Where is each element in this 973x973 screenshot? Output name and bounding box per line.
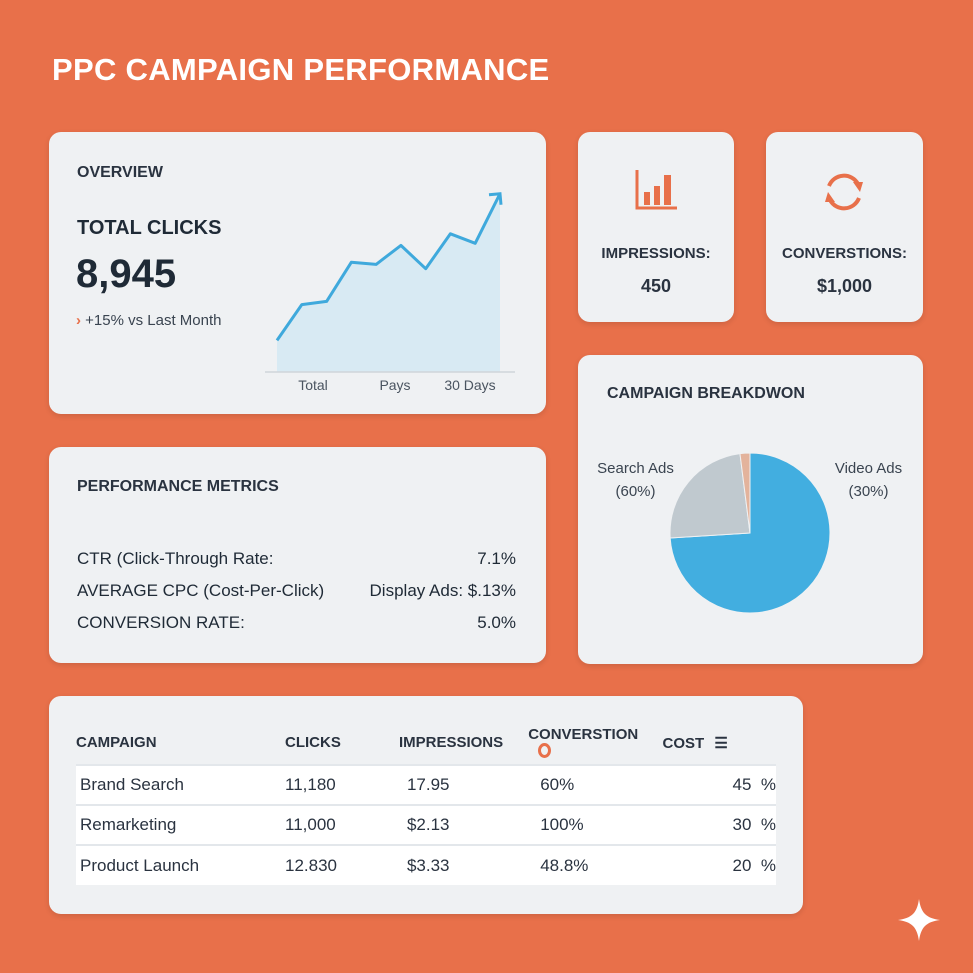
col-header-cost[interactable]: COST [662, 734, 705, 752]
pie-label-video: Video Ads [834, 460, 903, 477]
refresh-icon [825, 173, 863, 211]
clicks-line-chart: Total Pays 30 Days [265, 192, 515, 393]
metric-label: CTR (Click-Through Rate: [77, 549, 274, 568]
table-cell: 12.830 [285, 844, 399, 885]
table-cell: 20 % [662, 844, 776, 885]
table-cell: Product Launch [76, 844, 285, 885]
performance-heading: PERFORMANCE METRICS [77, 478, 279, 495]
impressions-value: 450 [640, 276, 672, 296]
area-fill [277, 193, 500, 372]
table-cell: 48.8% [528, 844, 663, 885]
metric-value: Display Ads: $.13% [369, 581, 516, 600]
conversions-value: $1,000 [816, 276, 873, 296]
col-header-clicks[interactable]: CLICKS [285, 734, 341, 751]
timer-icon [538, 742, 552, 758]
x-tick-label: 30 Days [444, 377, 495, 393]
campaign-table-card: CAMPAIGN CLICKS IMPRESSIONS CONVERSTION … [49, 696, 803, 914]
table-cell: 30 % [662, 804, 776, 845]
performance-metrics-card: PERFORMANCE METRICS CTR (Click-Through R… [49, 447, 546, 663]
page-title: PPC CAMPAIGN PERFORMANCE [52, 52, 550, 87]
metric-value: 7.1% [477, 549, 516, 568]
sparkle-icon [898, 899, 940, 941]
overview-card: OVERVIEW TOTAL CLICKS 8,945 › +15% vs La… [49, 132, 546, 414]
col-header-conversion[interactable]: CONVERSTION [528, 725, 639, 743]
pie-slice [739, 452, 751, 534]
metric-row-conversion-rate: CONVERSION RATE: 5.0% [77, 613, 516, 633]
pie-label-search-pct: (60%) [615, 483, 656, 500]
sort-icon[interactable]: ☰ [714, 734, 728, 752]
total-clicks-value: 8,945 [76, 252, 177, 296]
table-cell: 100% [528, 804, 663, 845]
metric-value: 5.0% [477, 613, 516, 632]
table-row[interactable]: Remarketing 11,000 $2.13 100% 30 % [76, 804, 776, 845]
table-cell: $3.33 [398, 844, 529, 885]
campaign-table: CAMPAIGN CLICKS IMPRESSIONS CONVERSTION … [76, 721, 776, 885]
col-header-campaign[interactable]: CAMPAIGN [76, 734, 157, 751]
campaign-breakdown-card: CAMPAIGN BREAKDWON Search Ads (60%) Vide… [578, 355, 923, 664]
breakdown-heading: CAMPAIGN BREAKDWON [607, 385, 805, 402]
metric-row-cpc: AVERAGE CPC (Cost-Per-Click) Display Ads:… [77, 581, 516, 601]
metric-label: AVERAGE CPC (Cost-Per-Click) [77, 581, 325, 600]
change-text: +15% vs Last Month [85, 312, 222, 329]
col-header-impressions[interactable]: IMPRESSIONS [398, 734, 504, 751]
metric-row-ctr: CTR (Click-Through Rate: 7.1% [77, 549, 516, 569]
chevron-right-icon: › [76, 312, 81, 329]
total-clicks-label: TOTAL CLICKS [77, 217, 222, 239]
x-tick-label: Total [298, 377, 328, 393]
table-cell: 17.95 [398, 764, 529, 805]
table-cell: 60% [528, 764, 663, 805]
impressions-label: IMPRESSIONS: [601, 245, 711, 262]
table-row[interactable]: Product Launch 12.830 $3.33 48.8% 20 % [76, 844, 776, 885]
table-cell: $2.13 [398, 804, 529, 845]
pie-chart [669, 452, 831, 614]
table-row[interactable]: Brand Search 11,180 17.95 60% 45 % [76, 764, 776, 805]
trend-line [275, 193, 502, 342]
pie-slice [669, 453, 751, 539]
conversions-card: CONVERSTIONS: $1,000 [766, 132, 923, 322]
x-tick-label: Pays [379, 377, 410, 393]
impressions-card: IMPRESSIONS: 450 [578, 132, 734, 322]
arrow-head-icon [488, 192, 503, 205]
conversions-label: CONVERSTIONS: [781, 245, 907, 262]
table-cell: 11,180 [285, 764, 399, 805]
table-cell: 11,000 [285, 804, 399, 845]
table-cell: Remarketing [76, 804, 285, 845]
bar-chart-icon [635, 170, 677, 210]
overview-heading: OVERVIEW [77, 164, 163, 181]
metric-label: CONVERSION RATE: [77, 613, 245, 632]
table-cell: Brand Search [76, 764, 285, 805]
pie-label-video-pct: (30%) [848, 483, 889, 500]
table-cell: 45 % [662, 764, 776, 805]
pie-label-search: Search Ads [597, 460, 674, 477]
